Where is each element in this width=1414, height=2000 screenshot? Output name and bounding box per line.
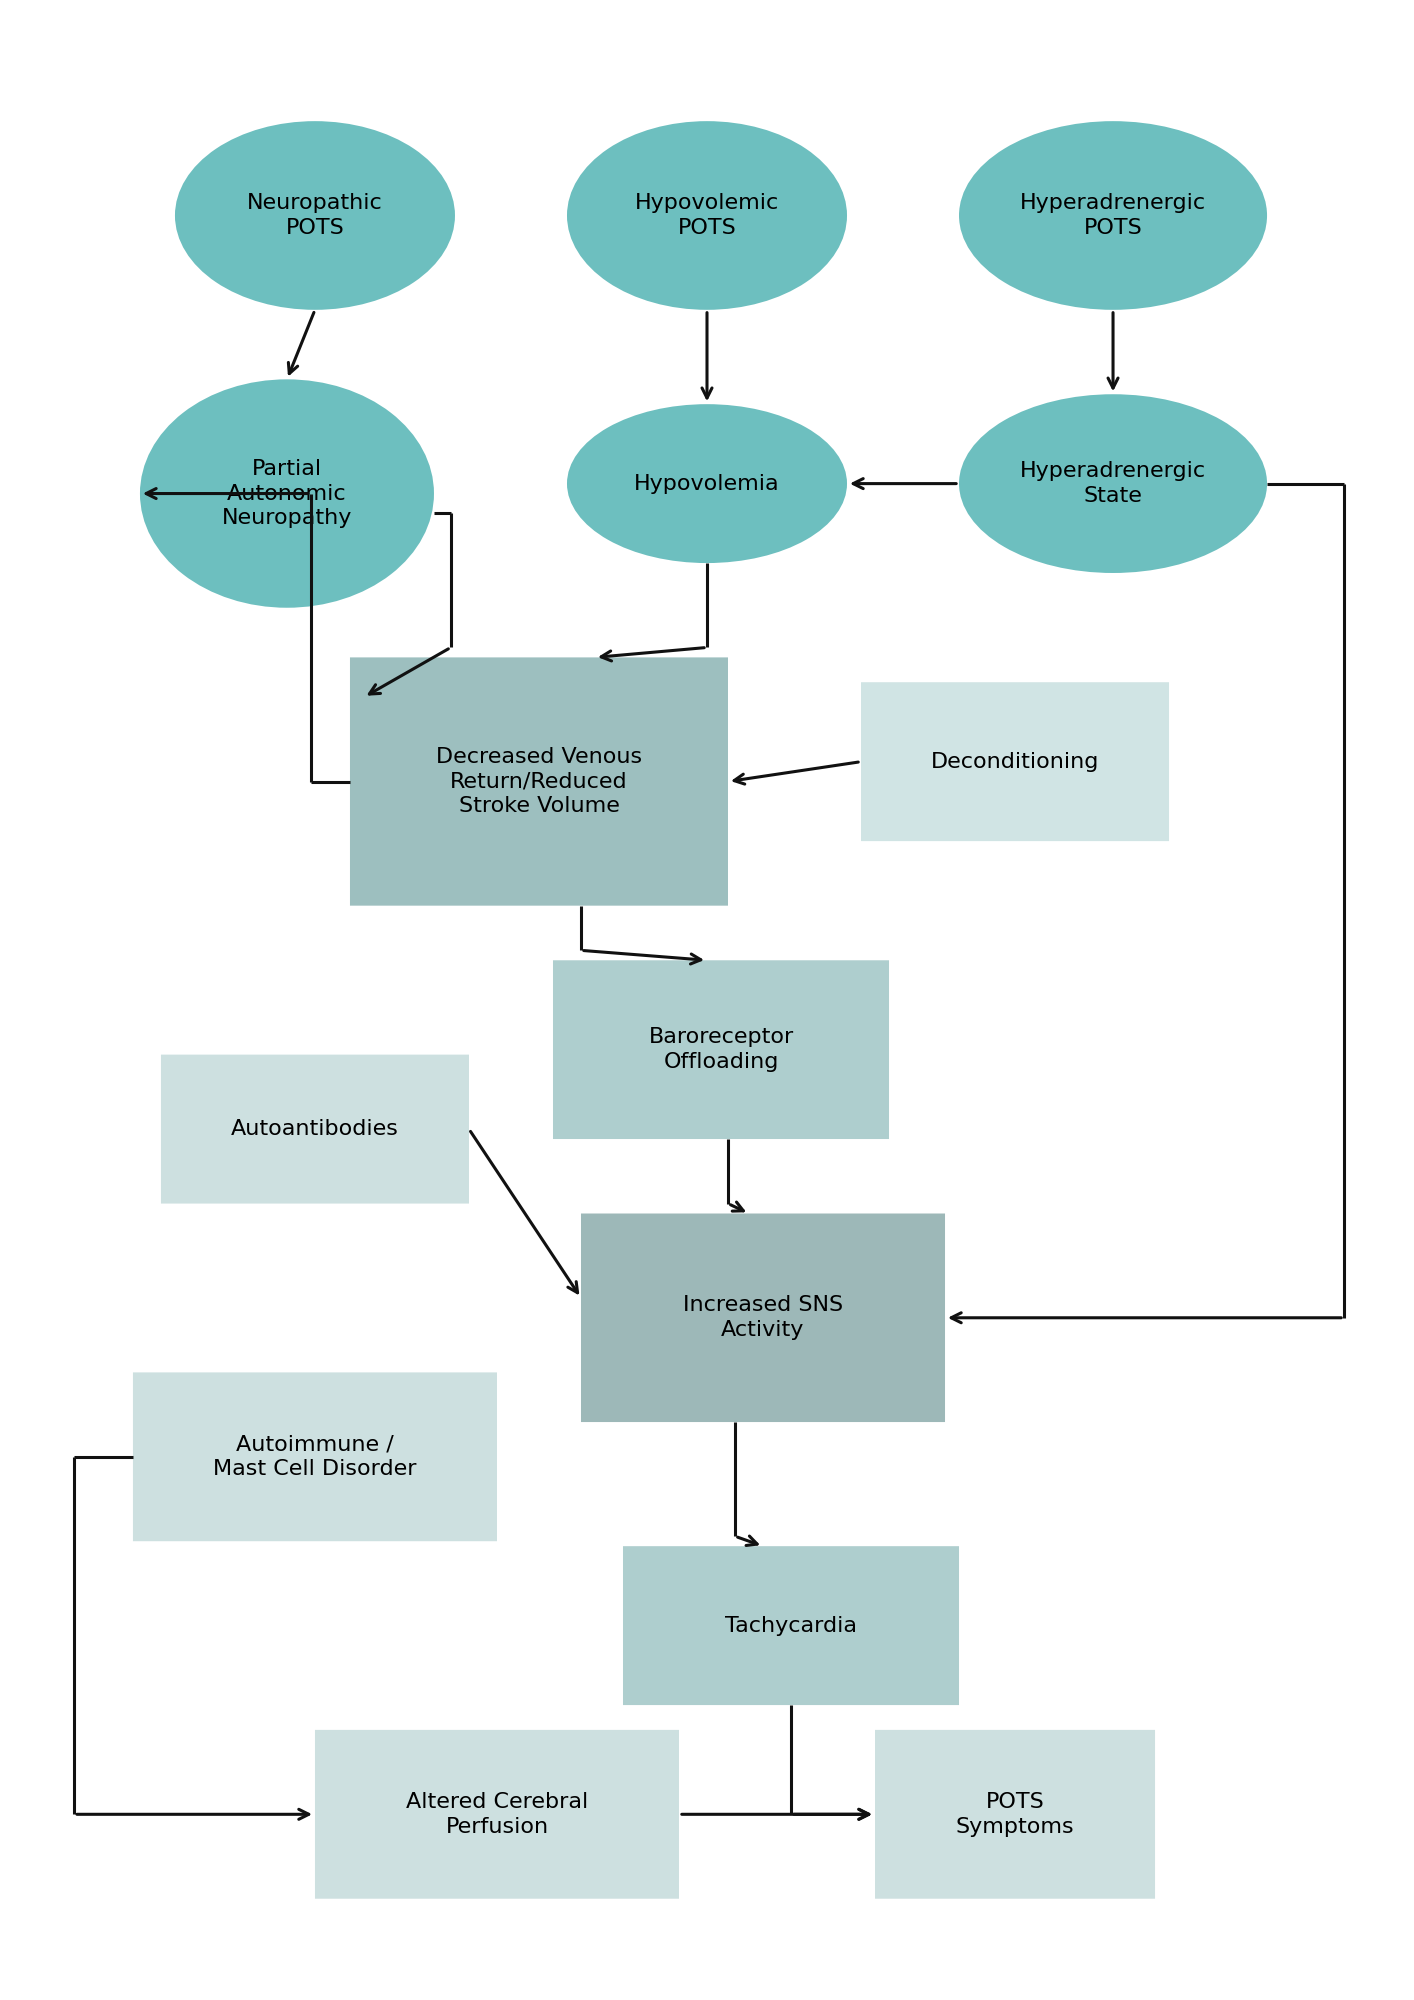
Ellipse shape xyxy=(175,122,455,310)
FancyBboxPatch shape xyxy=(351,658,728,906)
FancyBboxPatch shape xyxy=(553,960,889,1140)
Ellipse shape xyxy=(567,122,847,310)
Text: Hyperadrenergic
POTS: Hyperadrenergic POTS xyxy=(1019,194,1206,238)
Text: Neuropathic
POTS: Neuropathic POTS xyxy=(247,194,383,238)
Ellipse shape xyxy=(140,380,434,608)
FancyBboxPatch shape xyxy=(133,1372,496,1542)
Ellipse shape xyxy=(567,404,847,564)
Text: Baroreceptor
Offloading: Baroreceptor Offloading xyxy=(649,1028,793,1072)
Text: Decreased Venous
Return/Reduced
Stroke Volume: Decreased Venous Return/Reduced Stroke V… xyxy=(436,746,642,816)
Text: Deconditioning: Deconditioning xyxy=(930,752,1099,772)
Text: Partial
Autonomic
Neuropathy: Partial Autonomic Neuropathy xyxy=(222,458,352,528)
Text: Hypovolemic
POTS: Hypovolemic POTS xyxy=(635,194,779,238)
Text: Autoantibodies: Autoantibodies xyxy=(230,1120,399,1140)
Text: Altered Cerebral
Perfusion: Altered Cerebral Perfusion xyxy=(406,1792,588,1836)
FancyBboxPatch shape xyxy=(161,1054,469,1204)
Text: Autoimmune /
Mast Cell Disorder: Autoimmune / Mast Cell Disorder xyxy=(214,1434,417,1480)
Text: Hypovolemia: Hypovolemia xyxy=(635,474,779,494)
FancyBboxPatch shape xyxy=(861,682,1169,842)
Text: Increased SNS
Activity: Increased SNS Activity xyxy=(683,1296,843,1340)
Ellipse shape xyxy=(959,122,1267,310)
FancyBboxPatch shape xyxy=(624,1546,959,1706)
Text: Hyperadrenergic
State: Hyperadrenergic State xyxy=(1019,462,1206,506)
FancyBboxPatch shape xyxy=(875,1730,1155,1898)
FancyBboxPatch shape xyxy=(581,1214,945,1422)
Text: Tachycardia: Tachycardia xyxy=(725,1616,857,1636)
Text: POTS
Symptoms: POTS Symptoms xyxy=(956,1792,1075,1836)
Ellipse shape xyxy=(959,394,1267,572)
FancyBboxPatch shape xyxy=(315,1730,679,1898)
